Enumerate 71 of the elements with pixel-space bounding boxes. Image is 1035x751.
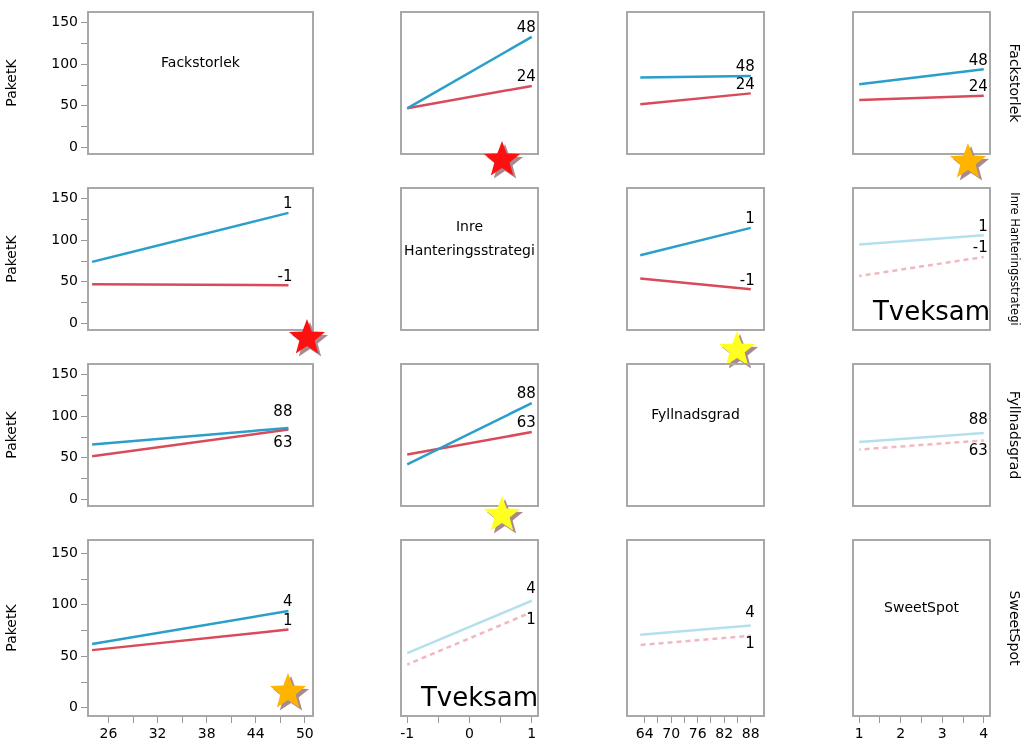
y-tick-label: 0 (69, 490, 78, 506)
series-label: -1 (739, 270, 755, 289)
series-label: 4 (745, 603, 755, 622)
y2-axis-title: SweetSpot (1007, 590, 1024, 666)
y-axis-title: PaketK (3, 603, 20, 652)
series-label: 48 (735, 57, 755, 76)
y-tick-label: 0 (69, 698, 78, 715)
series-label: -1 (972, 238, 988, 257)
y-tick-label: 0 (69, 314, 78, 330)
series-label: 24 (968, 77, 988, 96)
y2-axis-title: Fackstorlek (1007, 43, 1024, 124)
series-label: 4 (282, 592, 293, 611)
y-tick-label: 50 (60, 448, 78, 465)
series-label: 48 (968, 50, 988, 69)
y-axis-title: PaketK (3, 58, 20, 107)
y-tick-label: 150 (51, 13, 78, 30)
series-label: 1 (282, 194, 293, 213)
x-tick-label: 32 (148, 725, 167, 742)
x-tick-label: 38 (197, 725, 216, 742)
series-label: 4 (526, 579, 536, 598)
series-label: 1 (745, 209, 755, 228)
y2-axis-title: Inre Hanteringsstrategi (1008, 192, 1023, 326)
series-label: 63 (516, 413, 536, 432)
x-tick-label: 50 (295, 725, 314, 742)
x-tick-label: 4 (979, 725, 989, 742)
series-label: 1 (282, 610, 293, 629)
y-tick-label: 150 (51, 365, 78, 382)
x-tick-label: 26 (99, 725, 118, 742)
y-axis-title: PaketK (3, 234, 20, 283)
y-tick-label: 100 (51, 406, 78, 423)
x-tick-label: -1 (400, 725, 415, 742)
text: Fackstorlek (161, 53, 241, 70)
series-label: 48 (516, 18, 536, 37)
y-tick-label: 100 (51, 54, 78, 71)
x-tick-label: 88 (741, 725, 760, 742)
y-tick-label: 100 (51, 595, 78, 612)
x-tick-label: 76 (688, 725, 707, 742)
y-tick-label: 50 (60, 96, 78, 113)
series-label: 63 (273, 432, 293, 451)
x-tick-label: 1 (527, 725, 537, 742)
y-tick-label: 100 (51, 230, 78, 247)
x-tick-label: 2 (896, 725, 906, 742)
x-tick-label: 64 (635, 725, 654, 742)
x-tick-label: 44 (246, 725, 265, 742)
series-label: 88 (273, 401, 293, 420)
series-label: 88 (516, 384, 536, 403)
series-label: -1 (277, 266, 293, 285)
series-label: 63 (968, 440, 988, 459)
series-label: 88 (968, 409, 988, 428)
y2-axis-title: Fyllnadsgrad (1007, 390, 1024, 480)
y-axis-title: PaketK (3, 410, 20, 459)
y-tick-label: 150 (51, 189, 78, 206)
x-tick-label: 3 (937, 725, 947, 742)
text: Inre Hanteringsstrategi (404, 217, 535, 258)
y-tick-label: 150 (51, 544, 78, 561)
text: SweetSpot (884, 598, 960, 615)
series-label: 1 (978, 216, 988, 235)
annotation: Tveksam (419, 681, 539, 712)
x-tick-label: 1 (854, 725, 864, 742)
series-label: 24 (516, 67, 536, 86)
x-tick-label: 0 (465, 725, 474, 742)
annotation: Tveksam (871, 295, 991, 326)
x-tick-label: 82 (715, 725, 734, 742)
x-tick-label: 70 (662, 725, 681, 742)
y-tick-label: 50 (60, 272, 78, 289)
series-label: 1 (526, 610, 536, 629)
series-label: 24 (735, 74, 755, 93)
text: Fyllnadsgrad (651, 405, 740, 422)
y-tick-label: 0 (69, 138, 78, 154)
series-label: 1 (745, 634, 755, 653)
y-tick-label: 50 (60, 646, 78, 663)
